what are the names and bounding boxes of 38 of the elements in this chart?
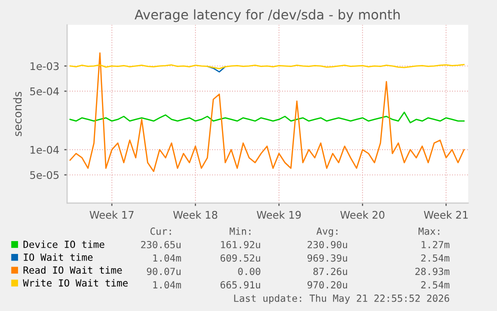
text: 1.04m bbox=[153, 281, 181, 288]
text: 2.54m bbox=[421, 254, 450, 262]
y-axis-title: seconds bbox=[13, 92, 22, 136]
text: 1.27m bbox=[422, 240, 450, 248]
y-tick-label: 1e-03 bbox=[30, 62, 59, 70]
text: Avg: bbox=[316, 228, 338, 237]
text: 970.20u bbox=[308, 281, 348, 288]
text: 1.04m bbox=[153, 254, 181, 262]
x-tick-label: Week 17 bbox=[90, 210, 134, 219]
legend-label: Write IO Wait time bbox=[22, 279, 128, 287]
x-tick-label: Week 19 bbox=[256, 210, 301, 219]
x-tick-label: Week 20 bbox=[340, 210, 384, 219]
text: Cur: bbox=[150, 228, 171, 235]
y-tick-label: 1e-04 bbox=[30, 146, 59, 154]
text: 609.52u bbox=[220, 254, 260, 262]
text: 90.07u bbox=[146, 268, 181, 276]
x-tick-label: Week 18 bbox=[173, 210, 218, 219]
text: 2.54m bbox=[421, 281, 450, 288]
text: 28.93m bbox=[415, 268, 450, 276]
y-tick-label: 5e-05 bbox=[30, 171, 59, 179]
text: Max: bbox=[418, 228, 440, 235]
line-series bbox=[69, 112, 465, 124]
legend-label: Device IO time bbox=[24, 240, 104, 248]
text: 230.65u bbox=[141, 240, 181, 248]
text: Last update: Thu May 21 22:55:52 2026 bbox=[234, 294, 450, 304]
text: 665.91u bbox=[220, 281, 260, 288]
legend-label: IO Wait time bbox=[24, 253, 93, 261]
legend-label: Read IO Wait time bbox=[24, 266, 122, 274]
text: Min: bbox=[230, 227, 250, 235]
y-tick-label: 5e-04 bbox=[30, 87, 59, 96]
text: 0.00 bbox=[238, 268, 260, 276]
text: 969.39u bbox=[308, 254, 348, 262]
text: 230.90u bbox=[308, 240, 348, 248]
x-tick-label: Week 21 bbox=[424, 210, 468, 219]
text: 161.92u bbox=[221, 240, 260, 248]
line-series bbox=[69, 52, 465, 172]
text: 87.26u bbox=[313, 268, 348, 276]
chart-title: Average latency for /dev/sda - by month bbox=[134, 9, 400, 22]
